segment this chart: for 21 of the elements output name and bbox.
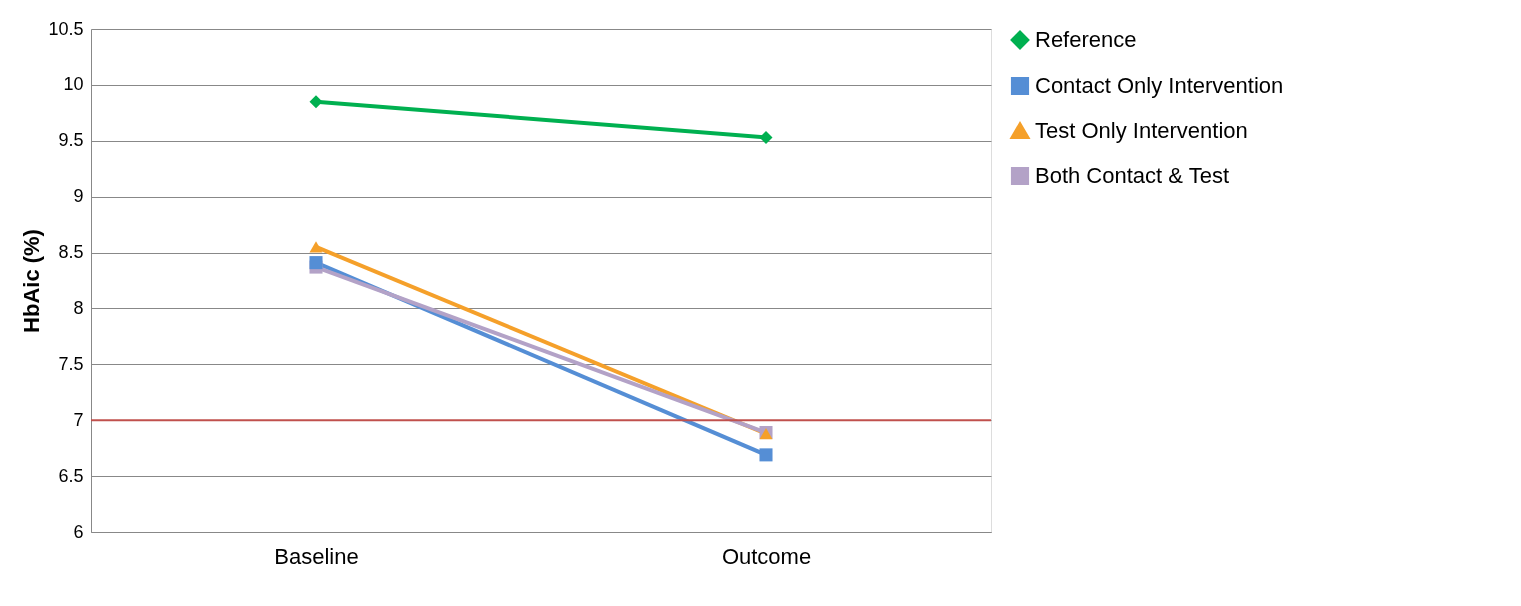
y-tick-label: 6 <box>73 521 84 542</box>
y-tick-label: 8 <box>73 297 84 318</box>
legend-label: Both Contact & Test <box>1035 163 1230 188</box>
x-tick-label: Outcome <box>721 543 812 569</box>
x-tick-label: Baseline <box>274 543 359 569</box>
y-tick-label: 7 <box>73 409 84 430</box>
point <box>759 448 773 462</box>
legend-label: Reference <box>1035 27 1137 52</box>
point <box>309 95 323 109</box>
legend-label: Contact Only Intervention <box>1035 73 1284 98</box>
point <box>309 256 323 270</box>
y-tick-label: 9 <box>73 186 84 207</box>
y-tick-label: 6.5 <box>58 465 84 486</box>
y-tick-label: 10.5 <box>48 18 84 39</box>
point <box>759 130 773 144</box>
y-tick-label: 9.5 <box>58 130 84 151</box>
y-axis-title: HbAic (%) <box>19 229 45 333</box>
y-tick-label: 10 <box>63 74 84 95</box>
y-tick-label: 8.5 <box>58 242 84 263</box>
legend-label: Test Only Intervention <box>1035 118 1248 143</box>
y-tick-label: 7.5 <box>58 353 84 374</box>
